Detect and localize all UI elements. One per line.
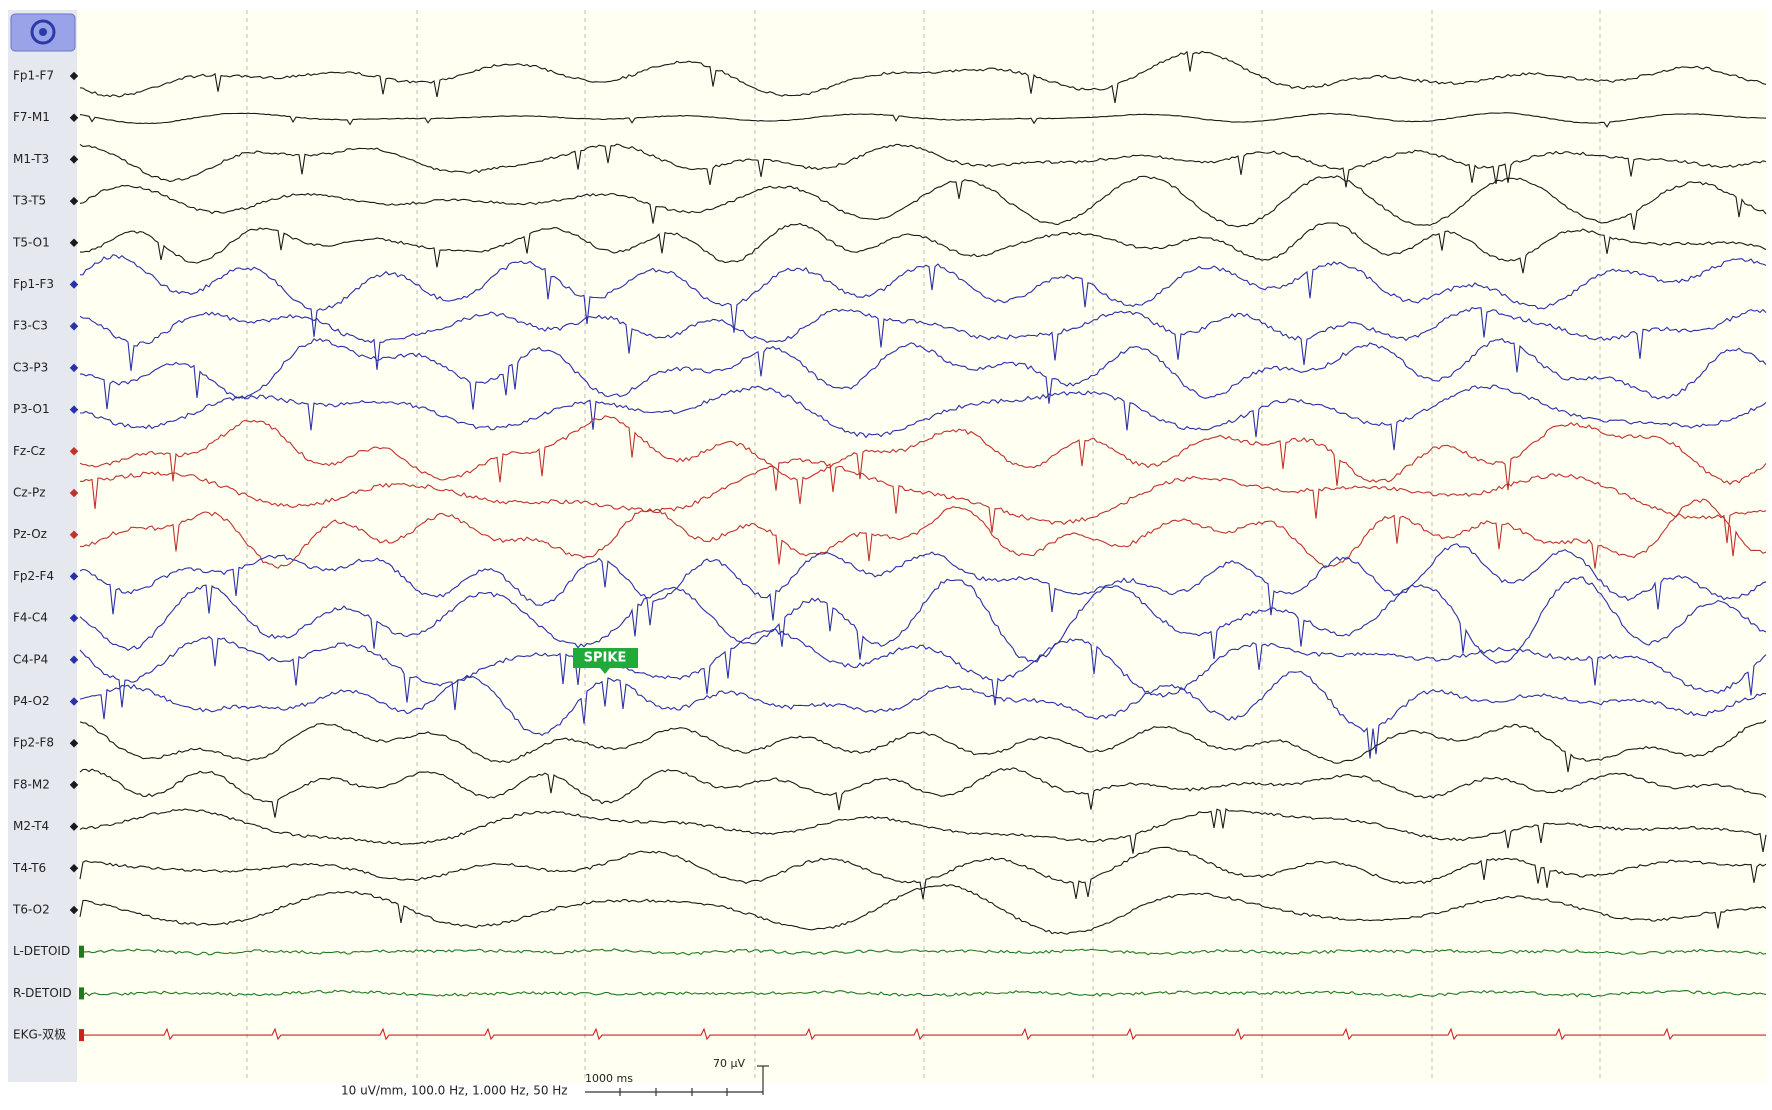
channel-marker bbox=[69, 488, 79, 498]
channel-marker bbox=[69, 155, 79, 164]
channel-marker bbox=[69, 238, 79, 248]
channel-label: Fp1-F7 bbox=[13, 69, 54, 83]
channel-marker bbox=[69, 321, 79, 331]
channel-label: Fp2-F8 bbox=[13, 736, 54, 750]
channel-trace bbox=[79, 767, 1767, 818]
channel-label: F4-C4 bbox=[13, 611, 48, 625]
channel-marker bbox=[69, 71, 79, 81]
channel-label: F3-C3 bbox=[13, 319, 48, 333]
trace-area bbox=[77, 10, 1768, 1082]
channel-label: T3-T5 bbox=[12, 194, 46, 208]
channel-label: T6-O2 bbox=[12, 903, 50, 917]
channel-trace bbox=[79, 175, 1767, 231]
channel-label: Fz-Cz bbox=[13, 444, 45, 458]
view-icon-dot bbox=[39, 28, 47, 36]
channel-label: Pz-Oz bbox=[13, 527, 47, 541]
channel-trace bbox=[79, 384, 1767, 451]
amplitude-scale-label: 70 µV bbox=[713, 1057, 745, 1070]
channel-label: P3-O1 bbox=[13, 402, 50, 416]
view-icon bbox=[30, 19, 56, 45]
channel-trace bbox=[79, 670, 1767, 759]
channel-marker bbox=[79, 945, 84, 958]
channel-trace bbox=[79, 415, 1767, 504]
channel-label: R-DETOID bbox=[13, 986, 72, 1000]
channel-trace bbox=[79, 846, 1767, 900]
channel-marker bbox=[69, 280, 79, 289]
channel-trace bbox=[79, 306, 1767, 371]
channel-marker bbox=[79, 1029, 84, 1042]
spike-marker[interactable]: SPIKE bbox=[573, 648, 638, 674]
channel-label: EKG-双极 bbox=[13, 1028, 66, 1042]
channel-trace bbox=[80, 222, 1767, 274]
channel-label: F8-M2 bbox=[13, 777, 50, 791]
channel-label: Fp2-F4 bbox=[13, 569, 54, 583]
channel-trace bbox=[79, 628, 1767, 710]
channel-marker bbox=[69, 405, 79, 414]
channel-label: T5-O1 bbox=[12, 235, 50, 249]
channel-marker bbox=[69, 196, 79, 206]
channel-trace bbox=[79, 50, 1767, 103]
channel-trace bbox=[79, 337, 1767, 410]
channel-label: Fp1-F3 bbox=[13, 277, 54, 291]
channel-trace bbox=[79, 498, 1767, 569]
channel-label: Cz-Pz bbox=[13, 486, 46, 500]
channel-trace bbox=[79, 948, 1767, 956]
scale-bar bbox=[585, 1065, 769, 1096]
channel-trace bbox=[79, 543, 1767, 626]
channel-label: C3-P3 bbox=[13, 360, 48, 374]
channel-trace bbox=[79, 883, 1767, 935]
spike-pointer bbox=[600, 668, 610, 674]
channel-trace bbox=[79, 719, 1767, 773]
channel-trace bbox=[79, 254, 1767, 337]
spike-tag[interactable] bbox=[573, 648, 638, 668]
view-button[interactable] bbox=[10, 13, 76, 52]
channel-trace bbox=[79, 112, 1767, 128]
channel-label: F7-M1 bbox=[13, 110, 50, 124]
channel-trace bbox=[79, 457, 1767, 544]
channel-label: C4-P4 bbox=[13, 652, 48, 666]
channel-marker bbox=[69, 447, 79, 456]
channel-label: P4-O2 bbox=[13, 694, 50, 708]
channel-marker bbox=[79, 987, 84, 1000]
channel-label: T4-T6 bbox=[12, 861, 46, 875]
footer-settings: 10 uV/mm, 100.0 Hz, 1.000 Hz, 50 Hz bbox=[341, 1084, 568, 1098]
channel-trace bbox=[80, 1027, 1766, 1041]
channel-marker bbox=[69, 363, 79, 373]
spike-label: SPIKE bbox=[584, 651, 627, 666]
channel-label: L-DETOID bbox=[13, 944, 70, 958]
channel-trace bbox=[79, 989, 1767, 998]
channel-trace bbox=[79, 808, 1767, 854]
channel-panel bbox=[8, 10, 77, 1082]
channel-label: M1-T3 bbox=[13, 152, 49, 166]
time-scale-label: 1000 ms bbox=[585, 1072, 633, 1085]
channel-trace bbox=[79, 576, 1767, 664]
channel-trace bbox=[79, 143, 1767, 188]
channel-label: M2-T4 bbox=[13, 819, 49, 833]
channel-marker bbox=[69, 113, 79, 122]
